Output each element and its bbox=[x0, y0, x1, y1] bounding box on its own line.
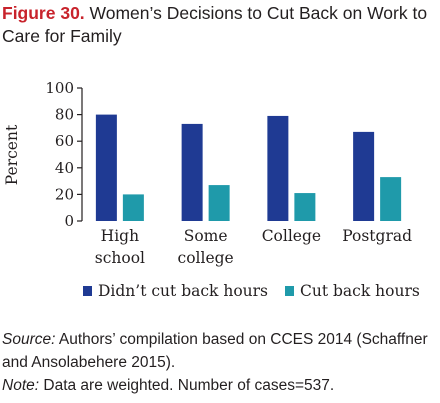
note-label: Note: bbox=[2, 377, 40, 394]
figure-label: Figure 30. bbox=[2, 3, 85, 23]
y-tick-label: 60 bbox=[55, 132, 74, 150]
legend-swatch-cut-back bbox=[285, 286, 294, 296]
y-tick-label: 0 bbox=[64, 212, 74, 230]
bar-cut-back bbox=[380, 177, 402, 221]
legend-swatch-didnt-cut-back bbox=[83, 286, 92, 296]
x-category-label: College bbox=[262, 227, 321, 245]
bar-cut-back bbox=[122, 194, 144, 221]
bar-didnt-cut-back bbox=[95, 114, 117, 221]
y-tick-label: 100 bbox=[45, 79, 74, 97]
source-note: Source: Authors’ compilation based on CC… bbox=[2, 328, 438, 374]
y-axis-label: Percent bbox=[3, 124, 21, 185]
bar-chart: 0 20 40 60 80 100 Percent High school Some college… bbox=[3, 79, 420, 300]
source-text: Authors’ compilation based on CCES 2014 … bbox=[2, 331, 428, 371]
note-text: Data are weighted. Number of cases=537. bbox=[43, 377, 335, 394]
x-category-label: school bbox=[95, 249, 145, 267]
legend-label-didnt-cut-back: Didn’t cut back hours bbox=[98, 282, 268, 300]
y-tick-label: 20 bbox=[55, 185, 74, 203]
x-category-label: Some bbox=[184, 227, 228, 245]
bar-didnt-cut-back bbox=[353, 131, 375, 221]
figure-title: Women’s Decisions to Cut Back on Work to… bbox=[2, 3, 428, 46]
x-category-label: college bbox=[178, 249, 234, 267]
chart-notes: Source: Authors’ compilation based on CC… bbox=[2, 328, 438, 397]
source-label: Source: bbox=[2, 331, 56, 348]
bar-didnt-cut-back bbox=[181, 123, 203, 221]
x-category-label: Postgrad bbox=[342, 227, 412, 245]
y-tick-label: 40 bbox=[55, 159, 74, 177]
bar-cut-back bbox=[294, 193, 316, 221]
legend-label-cut-back: Cut back hours bbox=[300, 282, 420, 300]
bar-didnt-cut-back bbox=[267, 115, 289, 221]
data-note: Note: Data are weighted. Number of cases… bbox=[2, 374, 438, 397]
chart-title: Figure 30. Women’s Decisions to Cut Back… bbox=[2, 2, 438, 48]
x-category-label: High bbox=[101, 227, 139, 245]
bar-cut-back bbox=[208, 185, 230, 221]
y-tick-label: 80 bbox=[55, 106, 74, 124]
